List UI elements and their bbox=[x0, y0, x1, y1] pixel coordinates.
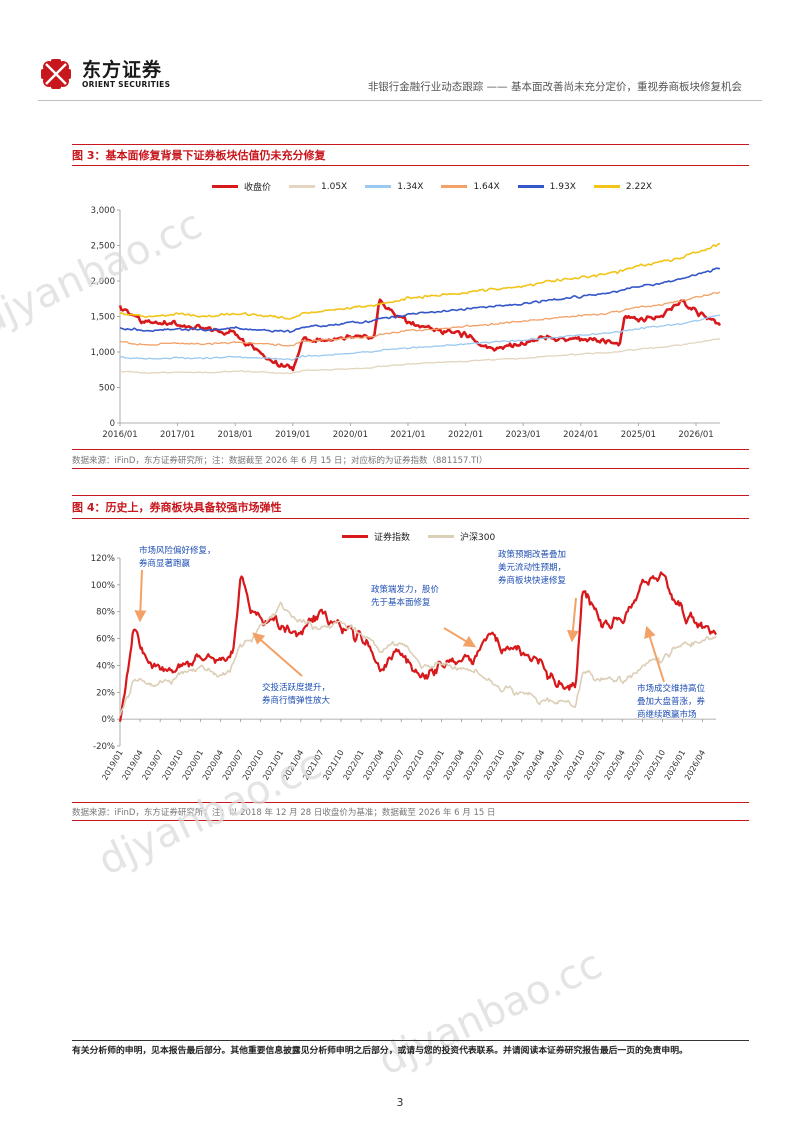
y-tick-label: 20% bbox=[96, 688, 115, 698]
y-tick-label: 3,000 bbox=[91, 206, 115, 216]
y-tick-label: 0 bbox=[110, 419, 115, 429]
footer-divider bbox=[72, 1040, 749, 1041]
figure3-legend-swatch bbox=[365, 185, 392, 188]
x-tick-label: 2024/01 bbox=[563, 430, 598, 440]
figure3-legend-label: 2.22X bbox=[625, 181, 653, 192]
annotation-policy-usd: 政策预期改善叠加 美元流动性预期， 券商板块快速修复 bbox=[498, 550, 567, 586]
header-divider bbox=[38, 100, 762, 101]
figure3-legend-label: 收盘价 bbox=[244, 183, 272, 193]
y-tick-label: 60% bbox=[96, 635, 115, 645]
figure3-legend-swatch bbox=[593, 185, 620, 188]
x-tick-label: 2026/01 bbox=[678, 430, 713, 440]
series-line-6 bbox=[119, 242, 721, 320]
brand-logo-icon bbox=[41, 59, 71, 89]
y-tick-label: 500 bbox=[99, 384, 115, 394]
figure3-legend-swatch bbox=[212, 185, 238, 188]
figure3-chart: 0 500 1,000 1,500 2,000 2,500 3,000 2016/01 2017… bbox=[91, 206, 722, 440]
x-tick-label: 2019/01 bbox=[275, 430, 310, 440]
page-number: 3 bbox=[396, 1096, 404, 1109]
figure3-legend-swatch bbox=[441, 185, 468, 188]
figure4-legend-item: 证券指数 bbox=[342, 530, 410, 543]
figure4-chart: -20%0%20%40%60%80%100%120%2019/012019/04… bbox=[91, 554, 717, 782]
x-tick-label: 2018/01 bbox=[218, 430, 253, 440]
annotation-trading-activity: 交投活跃度提升， 券商行情弹性放大 bbox=[262, 683, 331, 706]
figure4-title: 图 4：历史上，券商板块具备较强市场弹性 bbox=[72, 501, 282, 514]
annotation-arrow bbox=[566, 597, 579, 643]
figure3-legend-label: 1.93X bbox=[549, 181, 576, 192]
series-line-2 bbox=[119, 337, 721, 375]
x-tick-label: 2016/01 bbox=[102, 430, 137, 440]
x-tick-label: 2017/01 bbox=[160, 430, 195, 440]
figure4-legend-item: 沪深300 bbox=[428, 530, 495, 543]
x-tick-label: 2023/01 bbox=[506, 430, 541, 440]
figure3-legend-label: 1.05X bbox=[321, 181, 348, 192]
x-tick-label: 2022/01 bbox=[448, 430, 483, 440]
annotation-arrow bbox=[134, 569, 147, 623]
y-tick-label: 0% bbox=[102, 715, 116, 725]
y-tick-label: 1,000 bbox=[91, 348, 115, 358]
figure3-legend: 收盘价 1.05X 1.34X 1.64X 1.93X 2.22X bbox=[212, 180, 670, 193]
figure3-bottom-rule bbox=[72, 449, 749, 450]
figure4-legend-label: 沪深300 bbox=[460, 533, 496, 543]
figure4-legend-swatch bbox=[428, 535, 455, 538]
watermark: djyanbao.cc bbox=[371, 941, 609, 1085]
x-tick-label: 2020/01 bbox=[333, 430, 368, 440]
figure3-source-rule bbox=[72, 468, 749, 469]
figure4-source: 数据来源：iFinD，东方证券研究所；注：以 2018 年 12 月 28 日收… bbox=[72, 808, 496, 818]
figure3-title-rule bbox=[72, 165, 749, 166]
series-line-1 bbox=[118, 571, 717, 722]
annotation-policy: 政策端发力，股价 先于基本面修复 bbox=[371, 585, 440, 608]
figure3-legend-item: 1.64X bbox=[441, 181, 500, 192]
y-tick-label: 1,500 bbox=[91, 313, 115, 323]
y-tick-label: 2,000 bbox=[91, 277, 115, 287]
brand-name-en: ORIENT SECURITIES bbox=[82, 80, 171, 89]
figure4-title-rule bbox=[72, 518, 749, 519]
y-tick-label: 80% bbox=[96, 608, 115, 618]
figure4-legend-swatch bbox=[342, 535, 368, 538]
y-tick-label: -20% bbox=[93, 742, 115, 752]
y-tick-label: 2,500 bbox=[91, 242, 115, 252]
figure4-bottom-rule bbox=[72, 802, 749, 803]
figure3-legend-item: 收盘价 bbox=[212, 180, 271, 193]
annotation-market-volume: 市场成交维持高位 叠加大盘普涨，券 商继续跑赢市场 bbox=[637, 684, 706, 720]
figure3-legend-item: 1.93X bbox=[517, 181, 576, 192]
x-tick-label: 2025/01 bbox=[621, 430, 656, 440]
y-tick-label: 40% bbox=[96, 661, 115, 671]
annotation-arrow bbox=[252, 632, 303, 677]
series-line-4 bbox=[119, 291, 721, 347]
x-tick-label: 2021/01 bbox=[390, 430, 425, 440]
figure3-top-rule bbox=[72, 144, 749, 145]
series-line-5 bbox=[119, 267, 721, 334]
figure3-legend-item: 1.05X bbox=[289, 182, 347, 192]
footer-disclaimer: 有关分析师的申明，见本报告最后部分。其他重要信息披露见分析师申明之后部分，或请与… bbox=[72, 1046, 688, 1056]
annotation-risk-appetite: 市场风险偏好修复， 券商显著跑赢 bbox=[139, 546, 216, 569]
annotation-arrow bbox=[644, 625, 665, 683]
figure3-legend-item: 1.34X bbox=[365, 182, 423, 192]
figure4-top-rule bbox=[72, 495, 749, 496]
figure3-legend-swatch bbox=[517, 185, 544, 188]
figure3-legend-item: 2.22X bbox=[593, 181, 653, 192]
figure4-source-rule bbox=[72, 820, 749, 821]
figure4-legend-label: 证券指数 bbox=[374, 533, 411, 543]
annotation-arrow bbox=[443, 627, 477, 648]
figure4-legend: 证券指数 沪深300 bbox=[342, 530, 513, 543]
series-line-1 bbox=[118, 298, 722, 372]
figure3-source: 数据来源：iFinD，东方证券研究所；注：数据截至 2026 年 6 月 15 … bbox=[72, 456, 488, 466]
series-line-3 bbox=[119, 314, 721, 361]
y-tick-label: 100% bbox=[91, 581, 115, 591]
figure3-title: 图 3：基本面修复背景下证券板块估值仍未充分修复 bbox=[72, 149, 326, 162]
report-title: 非银行金融行业动态跟踪 —— 基本面改善尚未充分定价，重视券商板块修复机会 bbox=[367, 81, 742, 93]
figure3-legend-label: 1.34X bbox=[397, 181, 424, 192]
y-tick-label: 120% bbox=[91, 554, 115, 564]
figure3-legend-swatch bbox=[289, 185, 316, 188]
brand-name: 东方证券 bbox=[82, 59, 163, 81]
series-line-2 bbox=[119, 601, 717, 716]
figure3-legend-label: 1.64X bbox=[473, 181, 500, 192]
